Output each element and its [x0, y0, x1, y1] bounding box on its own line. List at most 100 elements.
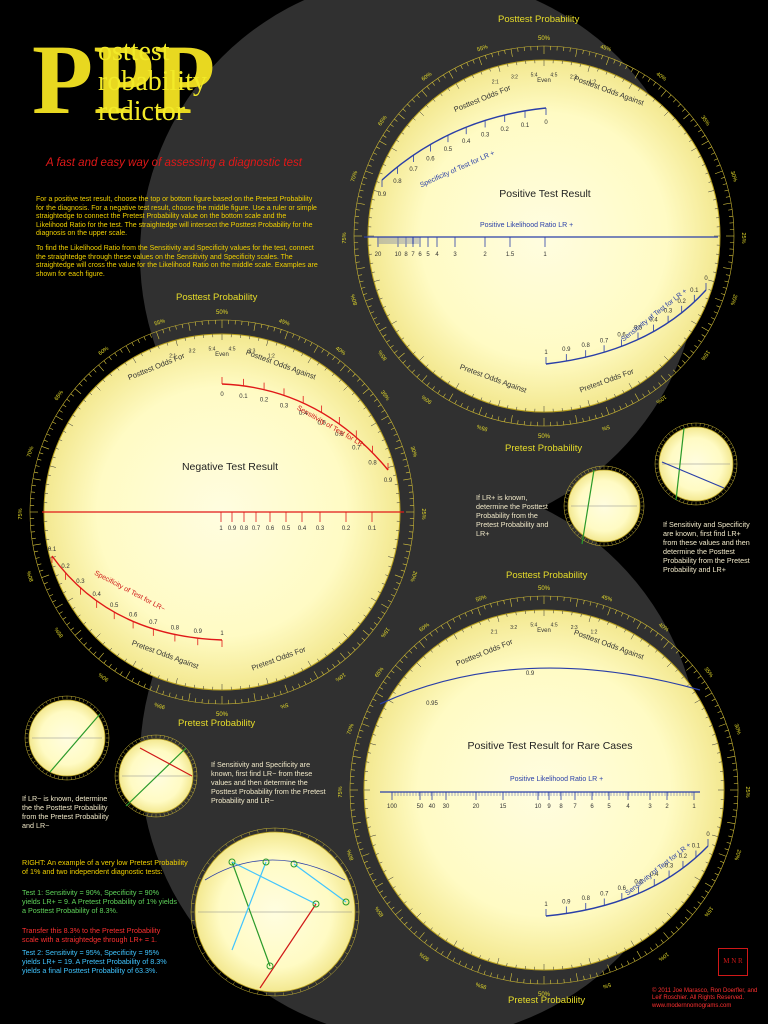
example-two-tests-tick — [212, 966, 215, 969]
top-outer-tick — [363, 293, 368, 295]
middle-outer-tick — [260, 695, 263, 700]
bottom-lr-label: 2 — [665, 804, 669, 810]
example-sens-spec-plus-tick — [665, 436, 668, 439]
top-lr-label: 5 — [426, 252, 430, 258]
example-lr-minus-tick — [82, 699, 85, 703]
top-outer-tick — [722, 183, 727, 186]
top-pct-right: 25% — [740, 232, 746, 243]
middle-outer-bottom: Pretest Probability — [178, 718, 256, 729]
bottom-inner-tick — [588, 616, 591, 622]
note-sens-spec-minus: If Sensitivity and Specificity are known… — [211, 760, 326, 805]
middle-lr-label: 0.9 — [228, 526, 237, 532]
bottom-outer-tick — [424, 939, 428, 944]
example-two-tests-tick — [345, 869, 348, 872]
top-outer-tick — [416, 94, 420, 98]
bottom-outer-tick — [686, 665, 693, 671]
top-spec-arc — [381, 107, 547, 181]
top-outer-tick — [713, 311, 718, 314]
bottom-outer-tick — [607, 964, 611, 973]
example-two-tests-arc — [204, 859, 346, 881]
top-outer-tick — [365, 297, 374, 302]
publisher-logo: M N R — [718, 948, 748, 976]
middle-outer-tick — [43, 582, 48, 585]
top-inner-tick — [498, 65, 501, 72]
example-lr-plus-tick — [595, 542, 597, 546]
bottom-outer-tick — [697, 675, 702, 679]
middle-inner-tick — [83, 399, 87, 403]
middle-inner-tick — [368, 414, 372, 417]
bottom-outer-tick — [458, 615, 461, 620]
example-sens-spec-plus-tick — [660, 443, 664, 446]
top-lr-label: 1 — [543, 252, 547, 258]
bottom-inner-tick — [662, 656, 665, 659]
example-lr-plus-tick — [633, 527, 637, 530]
bottom-outer-tick — [717, 867, 722, 870]
top-outer-tick — [694, 124, 698, 127]
example-sens-spec-minus-tick — [178, 806, 181, 810]
middle-outer-tick — [304, 680, 307, 685]
middle-pct-right: 10% — [334, 671, 347, 682]
example-two-tests-marker — [266, 962, 274, 970]
middle-outer-tick — [337, 659, 341, 664]
bottom-inner-tick — [624, 947, 626, 951]
example-sens-spec-plus-tick — [724, 489, 727, 492]
middle-outer-tick — [31, 537, 36, 540]
top-inner-tick — [708, 289, 712, 291]
middle-outer-tick — [114, 667, 118, 672]
top-outer-tick — [725, 274, 730, 276]
middle-outer-tick — [404, 465, 409, 467]
bottom-odds: 2:3 — [571, 625, 578, 631]
bottom-outer-tick — [596, 603, 598, 608]
bottom-sens-label: 0.4 — [650, 872, 659, 878]
bottom-inner-tick — [479, 621, 481, 625]
bottom-lr-label: 10 — [535, 804, 542, 810]
middle-outer-tick — [332, 356, 336, 361]
title-line-1: osttest — [98, 36, 170, 67]
bottom-inner-tick — [681, 901, 685, 904]
note-sens-spec-plus: If Sensitivity and Specificity are known… — [663, 520, 750, 574]
example-sens-spec-minus-tick — [135, 740, 138, 744]
middle-pct-right: 45% — [278, 318, 290, 327]
bottom-outer-tick — [644, 625, 648, 630]
middle-outer-tick — [321, 349, 324, 353]
middle-outer-tick — [390, 594, 395, 597]
middle-outer-tick — [309, 677, 313, 682]
middle-inner-tick — [381, 439, 385, 442]
middle-inner-tick — [370, 422, 377, 427]
middle-outer-tick — [41, 446, 50, 450]
middle-outer-tick — [79, 637, 83, 641]
top-outer-tick — [407, 364, 411, 369]
bottom-inner-tick — [687, 683, 690, 687]
example-two-tests-tick — [195, 936, 199, 939]
middle-outer-tick — [98, 652, 104, 660]
middle-pct-left: 55% — [154, 318, 166, 327]
example-two-tests-tick — [345, 952, 348, 955]
middle-inner-tick — [301, 353, 304, 357]
example-two-tests-tick — [257, 991, 259, 995]
bottom-outer-tick — [357, 736, 362, 738]
bottom-inner-tick — [630, 633, 635, 640]
top-outer-tick — [631, 400, 634, 404]
top-outer-tick — [358, 196, 363, 198]
example-lr-minus-tick — [105, 729, 109, 731]
middle-spec-label: 0.8 — [171, 625, 180, 631]
middle-outer-tick — [292, 333, 295, 338]
example-lr-plus-tick — [611, 466, 613, 470]
top-inner-tick — [683, 337, 687, 340]
top-pct-left: 95% — [476, 423, 488, 432]
example-sens-spec-minus-tick — [167, 812, 169, 816]
top-outer-tick — [601, 55, 603, 60]
example-sens-spec-plus-tick — [728, 443, 732, 446]
bottom-outer-tick — [352, 822, 361, 824]
bottom-inner-tick — [709, 853, 713, 855]
example-two-tests-example-line — [293, 863, 347, 903]
bottom-outer-tick — [732, 816, 737, 818]
example-lr-minus-tick — [32, 713, 36, 716]
bottom-outer-tick — [660, 939, 664, 944]
middle-outer-tick — [357, 378, 361, 382]
top-inner-tick — [498, 400, 501, 407]
bottom-outer-tick — [458, 960, 461, 965]
example-two-tests-marker — [228, 858, 236, 866]
bottom-inner-tick — [470, 625, 473, 629]
middle-outer-tick — [309, 342, 313, 347]
